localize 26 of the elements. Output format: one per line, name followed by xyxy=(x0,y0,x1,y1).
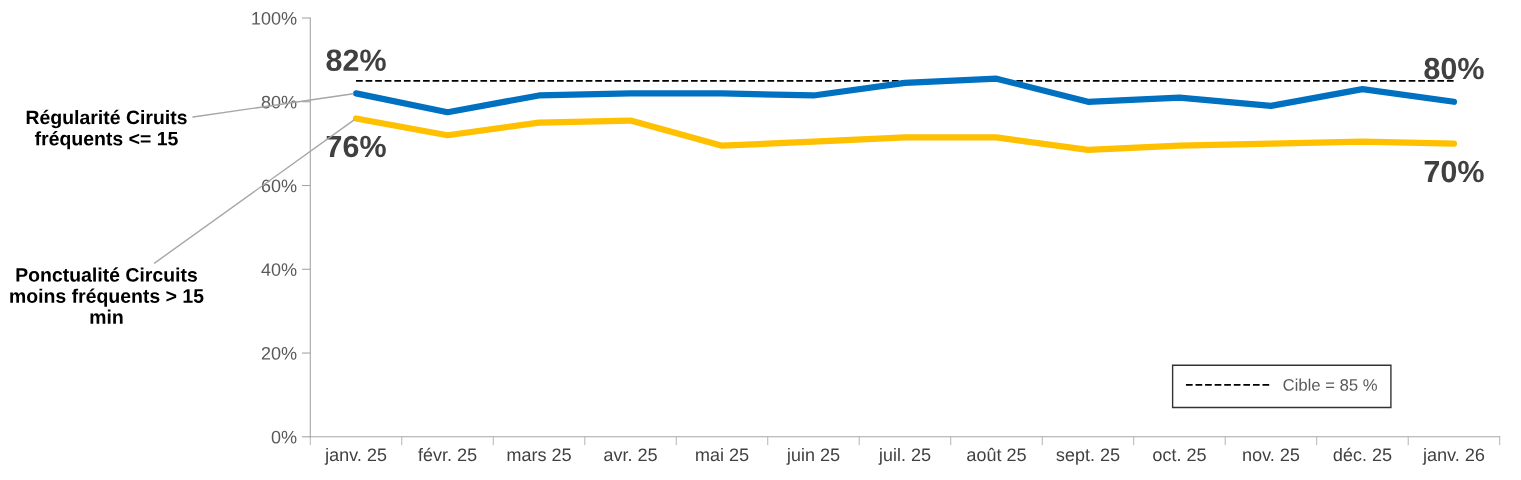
y-tick-label: 20% xyxy=(261,346,297,360)
x-tick-label: janv. 25 xyxy=(324,447,387,465)
x-tick-label: mai 25 xyxy=(696,447,749,462)
x-tick-label: août 25 xyxy=(967,447,1026,462)
data-label: 70% xyxy=(1424,160,1484,183)
x-tick-label: oct. 25 xyxy=(1153,448,1206,462)
x-tick-label: nov. 25 xyxy=(1243,448,1300,462)
text: Régularité Ciruits fréquents <= 15 xyxy=(26,109,187,150)
y-tick-label: 100% xyxy=(252,11,297,25)
x-tick-label: janv. 26 xyxy=(1422,447,1485,465)
data-label: 82% xyxy=(326,49,386,72)
y-tick-label: 0% xyxy=(271,430,297,444)
data-label: 76% xyxy=(326,135,386,158)
data-label: 80% xyxy=(1424,57,1484,80)
y-tick-label: 40% xyxy=(261,263,297,276)
y-tick-label: 80% xyxy=(261,95,297,109)
legend-label: Cible = 85 % xyxy=(1283,378,1377,391)
x-tick-label: juil. 25 xyxy=(878,447,931,465)
x-tick-label: févr. 25 xyxy=(418,447,477,462)
x-tick-label: mars 25 xyxy=(507,448,571,462)
x-tick-label: avr. 25 xyxy=(604,448,657,462)
text: Ponctualité Circuits moins fréquents > 15 min xyxy=(10,267,204,324)
x-tick-label: juin 25 xyxy=(786,447,840,465)
y-tick-label: 60% xyxy=(261,179,297,193)
x-tick-label: déc. 25 xyxy=(1333,447,1392,462)
x-tick-label: sept. 25 xyxy=(1056,448,1120,465)
